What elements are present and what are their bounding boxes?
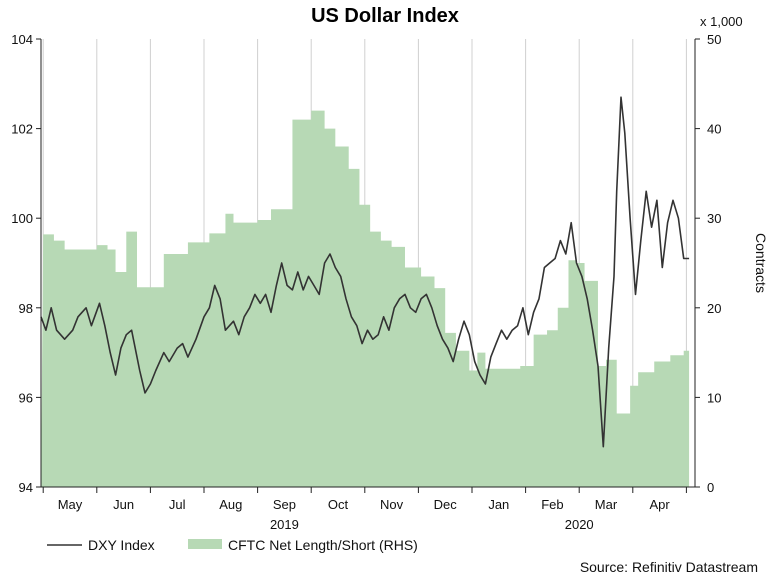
right-axis-ticks: 0 10 20 30 40 50 <box>695 32 721 495</box>
left-tick-label: 104 <box>11 32 33 47</box>
month-label: Nov <box>380 497 404 512</box>
month-label: Sep <box>273 497 296 512</box>
dxy-line <box>40 96 690 448</box>
right-axis-multiplier: x 1,000 <box>700 14 743 29</box>
year-label: 2019 <box>270 517 299 532</box>
month-label: Feb <box>541 497 563 512</box>
right-tick-label: 40 <box>707 122 721 137</box>
year-label: 2020 <box>565 517 594 532</box>
month-label: Apr <box>649 497 670 512</box>
left-tick-label: 94 <box>19 480 33 495</box>
cftc-area-series <box>41 110 690 488</box>
month-label: Oct <box>328 497 349 512</box>
right-tick-label: 10 <box>707 390 721 405</box>
legend: DXY Index CFTC Net Length/Short (RHS) <box>47 537 418 553</box>
legend-label-cftc: CFTC Net Length/Short (RHS) <box>228 537 418 553</box>
cftc-area <box>41 110 690 488</box>
left-tick-label: 100 <box>11 211 33 226</box>
month-label: Dec <box>434 497 458 512</box>
left-axis-ticks: 94 96 98 100 102 104 <box>11 32 41 495</box>
legend-label-dxy: DXY Index <box>88 537 155 553</box>
month-label: Jan <box>488 497 509 512</box>
right-tick-label: 20 <box>707 301 721 316</box>
dxy-line-series <box>40 96 690 448</box>
right-axis-label: Contracts <box>753 233 769 293</box>
right-tick-label: 0 <box>707 480 714 495</box>
month-label: Jul <box>169 497 186 512</box>
x-axis-ticks: May Jun Jul Aug Sep Oct Nov Dec Jan Feb Mar Apr 2019… <box>42 487 687 532</box>
month-label: Jun <box>113 497 134 512</box>
source-note: Source: Refinitiv Datastream <box>580 559 758 575</box>
left-tick-label: 96 <box>19 390 33 405</box>
chart-title: US Dollar Index <box>311 5 459 27</box>
right-tick-label: 30 <box>707 211 721 226</box>
month-label: May <box>58 497 83 512</box>
month-label: Mar <box>595 497 618 512</box>
legend-area-swatch <box>188 539 222 549</box>
left-tick-label: 98 <box>19 301 33 316</box>
right-tick-label: 50 <box>707 32 721 47</box>
month-label: Aug <box>219 497 242 512</box>
left-tick-label: 102 <box>11 122 33 137</box>
